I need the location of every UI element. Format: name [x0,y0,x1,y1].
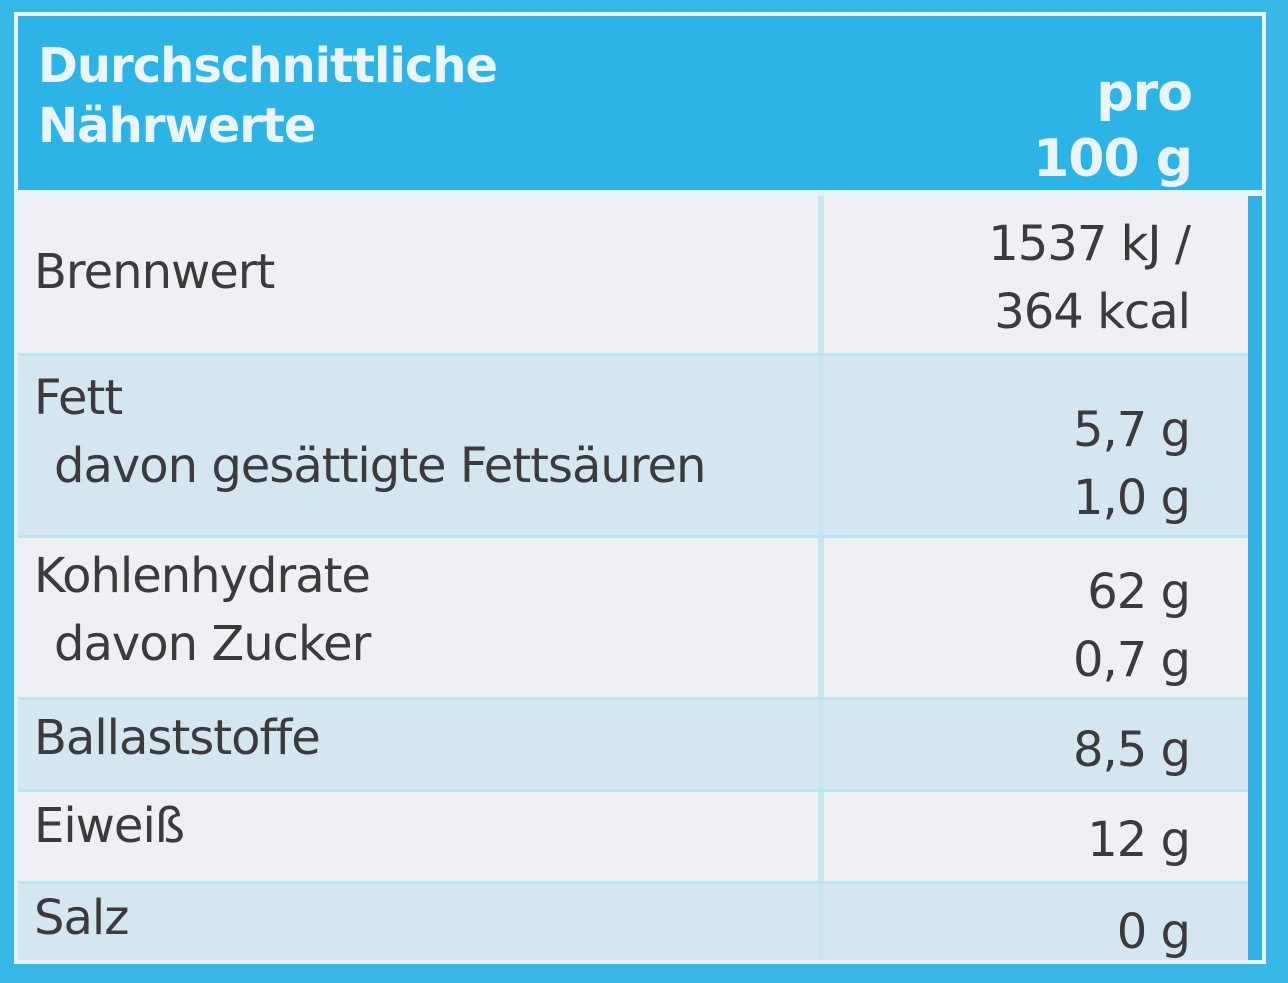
nutrient-name: Salz [34,890,129,946]
nutrient-value: 5,7 g [1072,402,1191,458]
nutrient-name: Brennwert [34,244,275,300]
nutrient-value: 12 g [1087,812,1191,868]
table-row-kohlenhydrate: Kohlenhydrate davon Zucker 62 g 0,7 g [18,538,1248,700]
nutrient-name: Kohlenhydrate [34,548,371,604]
nutrient-rows: Brennwert 1537 kJ / 364 kcal Fett davon … [18,196,1248,960]
column-divider [818,884,824,960]
nutrient-subvalue: 0,7 g [1072,632,1191,688]
nutrient-subname: davon Zucker [54,616,371,672]
table-header: Durchschnittliche Nährwerte pro 100 g [18,16,1262,196]
table-row-brennwert: Brennwert 1537 kJ / 364 kcal [18,196,1248,356]
header-unit-line1: pro [1096,63,1193,123]
nutrient-value: 1537 kJ / [988,216,1191,272]
nutrient-subname: davon gesättigte Fettsäuren [54,438,706,494]
header-unit-line2: 100 g [1033,129,1193,189]
header-title-line1: Durchschnittliche [38,38,498,94]
nutrient-name: Eiweiß [34,798,185,854]
nutrient-value: 8,5 g [1072,722,1191,778]
column-divider [818,356,824,535]
table-row-salz: Salz 0 g [18,884,1248,960]
nutrient-value: 62 g [1087,564,1191,620]
nutrition-table: Durchschnittliche Nährwerte pro 100 g Br… [14,12,1266,964]
nutrient-name: Ballaststoffe [34,710,321,766]
column-divider [818,792,824,881]
nutrient-name: Fett [34,370,123,426]
nutrient-value: 364 kcal [994,284,1191,340]
header-title-line2: Nährwerte [38,98,316,154]
nutrient-subvalue: 1,0 g [1072,470,1191,526]
nutrient-value: 0 g [1116,904,1191,960]
table-row-ballaststoffe: Ballaststoffe 8,5 g [18,700,1248,792]
table-row-fett: Fett davon gesättigte Fettsäuren 5,7 g 1… [18,356,1248,538]
header-title: Durchschnittliche Nährwerte [38,36,498,156]
header-unit: pro 100 g [1033,60,1193,192]
column-divider [818,700,824,789]
table-row-eiweiss: Eiweiß 12 g [18,792,1248,884]
column-divider [818,196,824,353]
column-divider [818,538,824,697]
